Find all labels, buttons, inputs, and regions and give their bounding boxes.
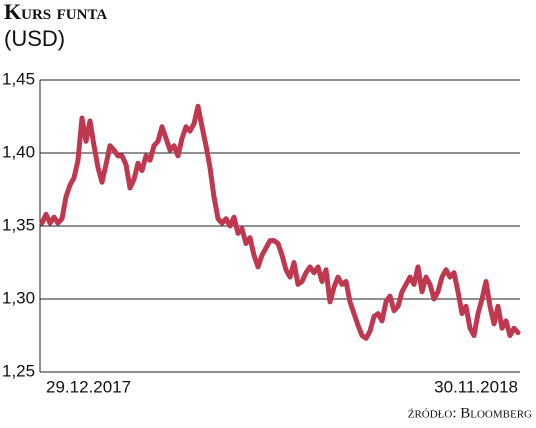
y-tick-label: 1,25 bbox=[2, 361, 35, 380]
data-line bbox=[39, 103, 521, 341]
y-tick-label: 1,45 bbox=[2, 69, 35, 88]
chart-title: Kurs funta bbox=[4, 0, 107, 24]
x-tick-label: 29.12.2017 bbox=[46, 377, 131, 396]
source: źródło: Bloomberg bbox=[408, 405, 532, 421]
chart-subtitle: (USD) bbox=[4, 26, 65, 51]
y-tick-label: 1,35 bbox=[2, 215, 35, 234]
y-tick-label: 1,30 bbox=[2, 288, 35, 307]
x-tick-label: 30.11.2018 bbox=[434, 377, 518, 396]
y-tick-label: 1,40 bbox=[2, 142, 35, 161]
